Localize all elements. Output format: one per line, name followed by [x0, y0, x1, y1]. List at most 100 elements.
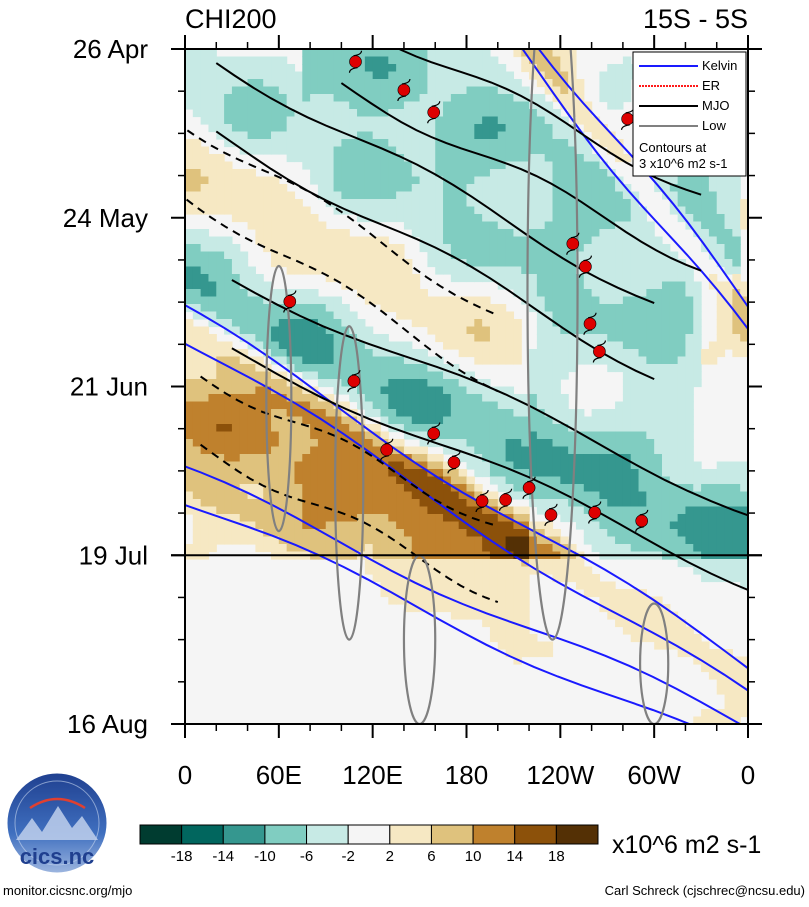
anomaly-cell [615, 536, 624, 545]
anomaly-cell [560, 169, 569, 178]
anomaly-cell [583, 536, 593, 545]
anomaly-cell [677, 379, 687, 388]
anomaly-cell [185, 94, 194, 103]
anomaly-cell [255, 64, 264, 73]
anomaly-cell [583, 506, 593, 515]
anomaly-cell [560, 356, 569, 365]
anomaly-cell [552, 214, 561, 223]
anomaly-cell [286, 521, 296, 530]
anomaly-cell [458, 469, 468, 478]
anomaly-cell [349, 364, 358, 373]
anomaly-cell [583, 221, 593, 230]
anomaly-cell [247, 64, 256, 73]
anomaly-cell [255, 431, 264, 440]
anomaly-cell [333, 161, 342, 170]
anomaly-cell [185, 244, 194, 253]
anomaly-cell [364, 244, 374, 253]
anomaly-cell [615, 281, 624, 290]
anomaly-cell [294, 469, 303, 478]
anomaly-cell [599, 521, 608, 530]
anomaly-cell [505, 176, 515, 185]
anomaly-cell [372, 266, 382, 275]
anomaly-cell [271, 139, 280, 148]
anomaly-cell [474, 356, 483, 365]
anomaly-cell [544, 394, 554, 403]
anomaly-cell [271, 206, 280, 215]
anomaly-cell [403, 604, 413, 613]
anomaly-cell [403, 124, 413, 133]
anomaly-cell [388, 139, 397, 148]
anomaly-cell [583, 461, 593, 470]
anomaly-cell [341, 491, 350, 500]
anomaly-cell [192, 229, 202, 238]
anomaly-cell [185, 289, 194, 298]
anomaly-cell [239, 116, 249, 125]
anomaly-cell [192, 491, 202, 500]
anomaly-cell [192, 79, 202, 88]
anomaly-cell [317, 304, 327, 313]
anomaly-cell [536, 566, 546, 575]
anomaly-cell [552, 79, 561, 88]
anomaly-cell [317, 251, 327, 260]
anomaly-cell [247, 499, 256, 508]
legend-label: Low [702, 118, 726, 133]
anomaly-cell [732, 671, 741, 680]
anomaly-cell [450, 566, 460, 575]
anomaly-cell [349, 244, 358, 253]
anomaly-cell [560, 274, 569, 283]
logo-arc [29, 797, 86, 810]
anomaly-cell [693, 544, 702, 553]
anomaly-cell [255, 56, 264, 65]
anomaly-cell [192, 499, 202, 508]
anomaly-cell [529, 139, 538, 148]
anomaly-cell [622, 364, 632, 373]
anomaly-cell [388, 116, 397, 125]
anomaly-cell [669, 341, 679, 350]
anomaly-cell [310, 79, 319, 88]
anomaly-cell [372, 146, 382, 155]
anomaly-cell [622, 86, 632, 95]
anomaly-cell [380, 169, 389, 178]
anomaly-cell [450, 446, 460, 455]
anomaly-cell [419, 476, 428, 485]
anomaly-cell [435, 49, 444, 58]
anomaly-cell [216, 154, 225, 163]
anomaly-cell [357, 349, 366, 358]
anomaly-cell [489, 139, 499, 148]
anomaly-cell [310, 439, 319, 448]
anomaly-cell [536, 124, 546, 133]
anomaly-cell [497, 131, 507, 140]
anomaly-cell [278, 289, 288, 298]
anomaly-cell [396, 379, 405, 388]
anomaly-cell [419, 244, 428, 253]
anomaly-cell [185, 146, 194, 155]
anomaly-cell [560, 131, 569, 140]
anomaly-cell [521, 139, 530, 148]
anomaly-cell [450, 109, 460, 118]
anomaly-cell [529, 101, 538, 110]
anomaly-cell [224, 281, 233, 290]
anomaly-cell [513, 349, 522, 358]
anomaly-cell [607, 356, 616, 365]
anomaly-cell [560, 499, 569, 508]
anomaly-cell [208, 371, 217, 380]
anomaly-cell [497, 424, 507, 433]
anomaly-cell [247, 424, 256, 433]
anomaly-cell [216, 161, 225, 170]
anomaly-cell [521, 529, 530, 538]
anomaly-cell [325, 379, 335, 388]
anomaly-cell [693, 656, 702, 665]
anomaly-cell [443, 544, 452, 553]
anomaly-cell [482, 176, 491, 185]
anomaly-cell [474, 206, 483, 215]
anomaly-cell [732, 236, 741, 245]
anomaly-cell [716, 461, 726, 470]
anomaly-cell [638, 536, 647, 545]
anomaly-cell [716, 281, 726, 290]
anomaly-cell [458, 491, 468, 500]
anomaly-cell [185, 469, 194, 478]
anomaly-cell [646, 319, 655, 328]
anomaly-cell [583, 214, 593, 223]
anomaly-cell [458, 214, 468, 223]
anomaly-cell [200, 266, 210, 275]
